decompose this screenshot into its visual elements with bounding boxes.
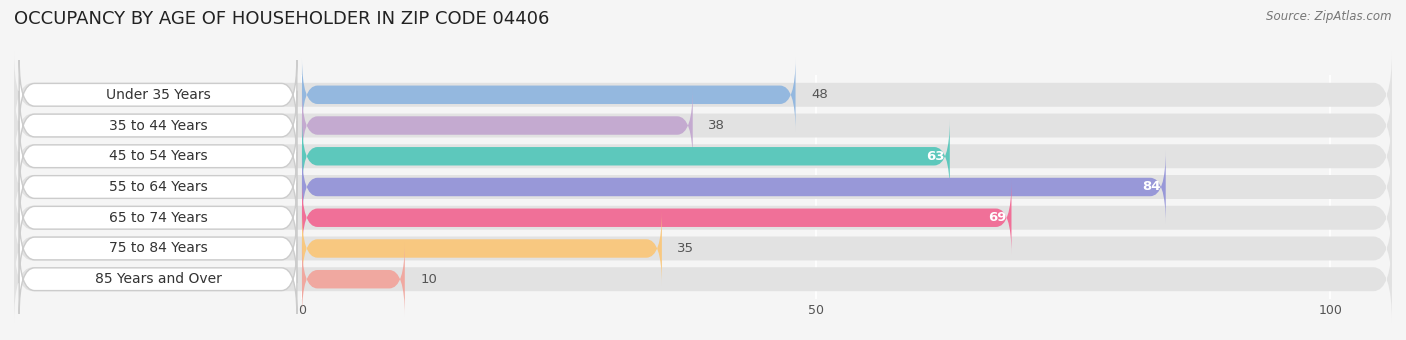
Text: 65 to 74 Years: 65 to 74 Years [108,211,208,225]
FancyBboxPatch shape [14,205,1392,292]
Text: 69: 69 [988,211,1007,224]
Text: 85 Years and Over: 85 Years and Over [94,272,222,286]
FancyBboxPatch shape [20,183,297,253]
FancyBboxPatch shape [302,181,1011,255]
Text: Source: ZipAtlas.com: Source: ZipAtlas.com [1267,10,1392,23]
Text: 10: 10 [420,273,437,286]
FancyBboxPatch shape [20,60,297,130]
Text: Under 35 Years: Under 35 Years [105,88,211,102]
FancyBboxPatch shape [14,174,1392,261]
FancyBboxPatch shape [14,113,1392,200]
Text: 63: 63 [927,150,945,163]
Text: 75 to 84 Years: 75 to 84 Years [108,241,208,255]
Text: 35 to 44 Years: 35 to 44 Years [108,119,207,133]
FancyBboxPatch shape [20,121,297,191]
FancyBboxPatch shape [302,150,1166,224]
Text: 48: 48 [811,88,828,101]
FancyBboxPatch shape [20,244,297,314]
FancyBboxPatch shape [14,236,1392,323]
FancyBboxPatch shape [14,144,1392,230]
Text: 45 to 54 Years: 45 to 54 Years [108,149,207,163]
Text: 38: 38 [709,119,725,132]
Text: OCCUPANCY BY AGE OF HOUSEHOLDER IN ZIP CODE 04406: OCCUPANCY BY AGE OF HOUSEHOLDER IN ZIP C… [14,10,550,28]
FancyBboxPatch shape [14,51,1392,138]
FancyBboxPatch shape [302,211,662,285]
FancyBboxPatch shape [302,89,693,163]
Text: 84: 84 [1142,181,1160,193]
FancyBboxPatch shape [20,152,297,222]
FancyBboxPatch shape [302,119,950,193]
Text: 35: 35 [678,242,695,255]
FancyBboxPatch shape [302,58,796,132]
Text: 55 to 64 Years: 55 to 64 Years [108,180,208,194]
FancyBboxPatch shape [20,91,297,160]
FancyBboxPatch shape [20,214,297,283]
FancyBboxPatch shape [302,242,405,316]
FancyBboxPatch shape [14,82,1392,169]
